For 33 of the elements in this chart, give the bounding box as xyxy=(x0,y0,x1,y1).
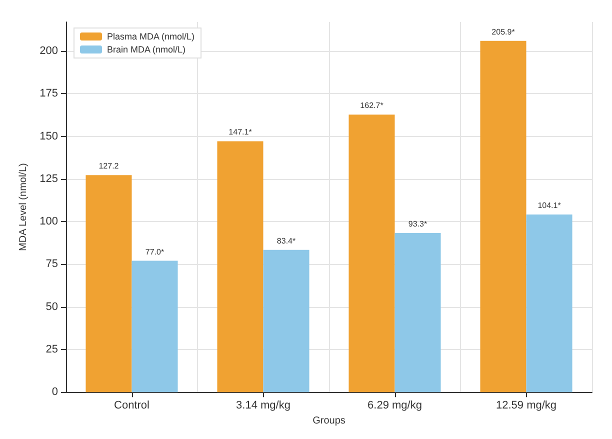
y-tick-label: 175 xyxy=(40,88,58,100)
data-label: 127.2 xyxy=(98,162,120,171)
data-label: 205.9* xyxy=(492,27,515,36)
y-tick-label: 50 xyxy=(46,300,58,313)
bar xyxy=(394,232,441,392)
x-tick-label: 3.14 mg/kg xyxy=(236,400,290,412)
data-label: 104.1* xyxy=(538,201,561,210)
data-label: 83.4* xyxy=(276,236,296,246)
y-axis-title: MDA Level (nmol/L) xyxy=(18,163,30,251)
bar xyxy=(480,40,526,392)
y-tick-label: 0 xyxy=(52,386,58,398)
data-label: 77.0* xyxy=(145,247,164,256)
y-tick-label: 125 xyxy=(40,172,58,185)
bar xyxy=(348,114,395,392)
y-tick-label: 200 xyxy=(40,44,58,57)
y-tick-label: 150 xyxy=(40,130,58,142)
legend-label: Brain MDA (nmol/L) xyxy=(107,44,186,54)
bar xyxy=(526,214,572,392)
x-axis-title: Groups xyxy=(312,416,346,426)
data-label: 93.3* xyxy=(408,219,428,228)
bar xyxy=(86,175,132,392)
bar xyxy=(263,250,310,392)
x-tick-label: 6.29 mg/kg xyxy=(368,400,422,412)
legend-label: Plasma MDA (nmol/L) xyxy=(107,32,195,42)
x-tick-label: 12.59 mg/kg xyxy=(496,400,557,412)
y-tick-label: 25 xyxy=(46,343,58,356)
y-tick-label: 100 xyxy=(40,216,58,228)
data-label: 147.1* xyxy=(228,128,252,137)
y-tick-label: 75 xyxy=(46,258,58,270)
bar xyxy=(217,141,264,392)
bar xyxy=(132,260,178,392)
x-tick-label: Control xyxy=(114,400,150,412)
data-label: 162.7* xyxy=(360,101,384,110)
